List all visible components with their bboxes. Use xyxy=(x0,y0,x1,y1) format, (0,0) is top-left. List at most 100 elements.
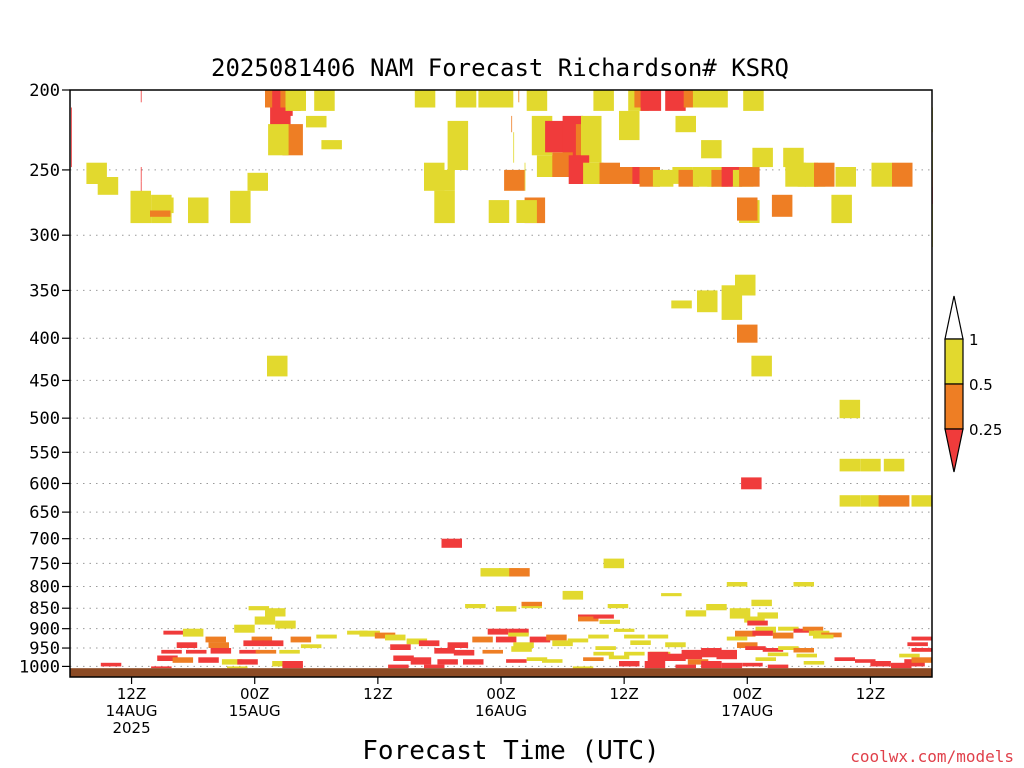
ri-cell-b05_1 xyxy=(359,630,380,637)
ri-cell-lt025 xyxy=(495,636,517,643)
ri-cell-lt025 xyxy=(762,648,784,652)
ri-cell-b05_1 xyxy=(735,274,756,296)
ri-cell-b05_1 xyxy=(285,90,306,111)
ri-cell-lt025 xyxy=(640,90,662,111)
ri-cell-b05_1 xyxy=(492,90,514,108)
ri-cell-b025_05 xyxy=(814,162,835,187)
ri-cell-lt025 xyxy=(198,657,219,663)
ri-cell-lt025 xyxy=(870,661,891,667)
ri-cell-b05_1 xyxy=(434,190,455,224)
ri-cell-b05_1 xyxy=(796,653,817,658)
ri-cell-b05_1 xyxy=(603,558,625,569)
ri-cell-b05_1 xyxy=(624,651,645,656)
ri-cell-b025_05 xyxy=(472,636,493,643)
ytick-label-800: 800 xyxy=(29,577,60,597)
ri-cell-b05_1 xyxy=(751,599,772,607)
ri-cell-b025_05 xyxy=(583,657,604,661)
ri-cell-b05_1 xyxy=(385,634,406,641)
xtick-label-5-0: 00Z xyxy=(733,685,762,703)
ri-cell-b05_1 xyxy=(254,616,276,625)
ri-cell-lt025 xyxy=(665,90,686,111)
ri-cell-b05_1 xyxy=(188,197,209,224)
ri-cell-b05_1 xyxy=(495,606,517,612)
ri-cell-b05_1 xyxy=(808,630,830,636)
ri-cell-b05_1 xyxy=(567,638,589,643)
ri-cell-lt025 xyxy=(742,662,763,667)
ri-cell-b05_1 xyxy=(536,155,558,177)
ri-cell-b05_1 xyxy=(911,495,932,507)
ri-cell-b05_1 xyxy=(726,582,748,587)
ri-cell-b025_05 xyxy=(737,642,758,648)
ri-cell-lt025 xyxy=(390,644,411,650)
ytick-label-700: 700 xyxy=(29,530,60,550)
ri-cell-lt025 xyxy=(665,653,686,661)
ytick-label-850: 850 xyxy=(29,599,60,619)
ri-cell-b05_1 xyxy=(265,608,286,617)
ri-cell-b05_1 xyxy=(595,646,616,650)
ri-cell-b05_1 xyxy=(778,626,799,631)
ri-cell-lt025 xyxy=(243,640,264,647)
ri-cell-b05_1 xyxy=(871,162,892,187)
ri-cell-lt025 xyxy=(239,649,260,654)
ri-cell-b025_05 xyxy=(911,657,932,663)
ri-cell-b05_1 xyxy=(552,640,573,647)
ri-cell-b025_05 xyxy=(172,657,194,663)
ytick-label-450: 450 xyxy=(29,371,60,391)
ri-cell-b025_05 xyxy=(290,636,312,643)
ri-cell-b05_1 xyxy=(572,666,594,670)
ri-cell-lt025 xyxy=(545,120,566,153)
ri-cell-b05_1 xyxy=(526,657,548,661)
ri-cell-b05_1 xyxy=(607,604,629,609)
ri-cell-b05_1 xyxy=(899,653,920,658)
ri-cell-b05_1 xyxy=(465,604,486,609)
ri-cell-b05_1 xyxy=(752,147,773,168)
ri-cell-b025_05 xyxy=(739,167,760,187)
ri-cell-b05_1 xyxy=(743,90,764,111)
ri-cell-b05_1 xyxy=(588,634,609,639)
ri-cell-lt025 xyxy=(186,649,207,654)
ri-cell-lt025 xyxy=(647,651,669,661)
ri-cell-lt025 xyxy=(463,659,484,665)
xtick-label-2-0: 12Z xyxy=(363,685,392,703)
ri-cell-lt025 xyxy=(619,661,640,667)
ri-cell-lt025 xyxy=(904,659,925,667)
ri-cell-lt025 xyxy=(161,649,182,654)
ri-cell-b025_05 xyxy=(878,495,910,507)
ri-cell-lt025 xyxy=(151,666,172,669)
ri-cell-lt025 xyxy=(393,655,414,661)
ri-cell-b05_1 xyxy=(347,630,368,635)
ri-cell-b05_1 xyxy=(230,190,251,224)
ri-cell-b05_1 xyxy=(581,115,602,163)
ri-cell-b05_1 xyxy=(498,568,520,577)
ri-cell-lt025 xyxy=(721,662,743,669)
ytick-label-750: 750 xyxy=(29,554,60,574)
ri-cell-b025_05 xyxy=(771,194,793,217)
ri-cell-b05_1 xyxy=(300,644,322,649)
ri-cell-b05_1 xyxy=(624,634,645,639)
ri-cell-lt025 xyxy=(907,642,928,647)
ri-cell-lt025 xyxy=(855,659,876,663)
ri-cell-lt025 xyxy=(767,664,789,669)
ytick-label-400: 400 xyxy=(29,329,60,349)
ri-cell-lt025 xyxy=(747,620,768,626)
ri-cell-b05_1 xyxy=(783,147,804,168)
ri-cell-b05_1 xyxy=(513,132,515,163)
ri-cell-b05_1 xyxy=(583,162,604,184)
ri-cell-lt025 xyxy=(282,661,303,667)
ri-cell-b05_1 xyxy=(831,194,852,224)
ri-cell-lt025 xyxy=(418,640,440,647)
ri-cell-b05_1 xyxy=(793,582,814,587)
ri-cell-lt025 xyxy=(424,664,445,669)
ri-cell-lt025 xyxy=(891,662,912,669)
ri-cell-b05_1 xyxy=(647,634,669,639)
ri-cell-b05_1 xyxy=(652,169,674,187)
colorbar-bin-05-1 xyxy=(944,338,964,385)
ri-cell-b025_05 xyxy=(737,324,758,343)
ri-cell-lt025 xyxy=(163,630,184,635)
ri-cell-b025_05 xyxy=(599,162,620,184)
ri-cell-b05_1 xyxy=(835,167,856,187)
ri-cell-b05_1 xyxy=(599,619,620,624)
ri-cell-b05_1 xyxy=(130,190,151,224)
xtick-label-3-1: 16AUG xyxy=(475,702,527,720)
